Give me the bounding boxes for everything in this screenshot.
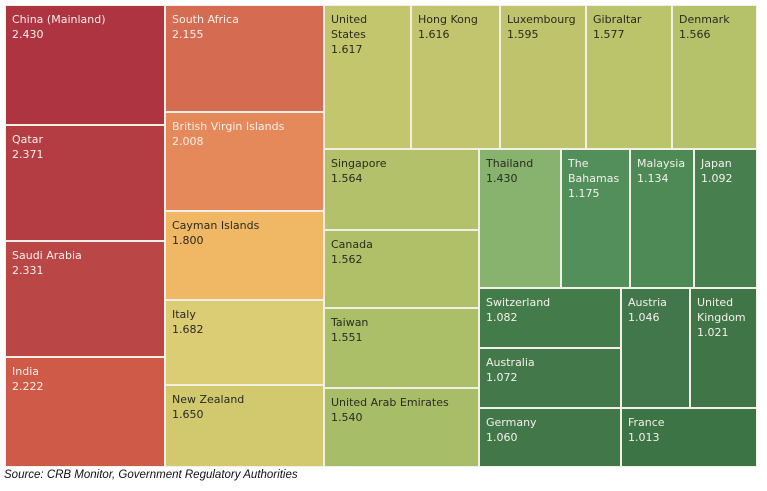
- cell-label: Australia: [486, 356, 535, 369]
- cell-value: 1.046: [628, 311, 660, 324]
- cell-value: 1.650: [172, 408, 204, 421]
- treemap-cell: Japan 1.092: [694, 149, 757, 288]
- cell-label: Canada: [331, 238, 373, 251]
- treemap-cell: Gibraltar 1.577: [586, 5, 672, 149]
- cell-label: Denmark: [679, 13, 730, 26]
- cell-label: Cayman Islands: [172, 219, 260, 232]
- cell-value: 2.371: [12, 148, 44, 161]
- cell-value: 1.134: [637, 172, 669, 185]
- cell-value: 1.430: [486, 172, 518, 185]
- cell-value: 1.540: [331, 411, 363, 424]
- treemap-cell: Thailand 1.430: [479, 149, 561, 288]
- cell-value: 1.013: [628, 431, 660, 444]
- cell-label: Gibraltar: [593, 13, 642, 26]
- cell-label: Thailand: [486, 157, 534, 170]
- cell-value: 2.008: [172, 135, 204, 148]
- source-note: Source: CRB Monitor, Government Regulato…: [4, 469, 298, 481]
- cell-label: Italy: [172, 308, 196, 321]
- cell-value: 1.577: [593, 28, 625, 41]
- treemap-cell: India 2.222: [5, 357, 165, 467]
- cell-label: United States: [331, 13, 368, 41]
- treemap-cell: Canada 1.562: [324, 230, 479, 308]
- cell-value: 1.564: [331, 172, 363, 185]
- cell-value: 1.072: [486, 371, 518, 384]
- treemap-cell: South Africa 2.155: [165, 5, 324, 112]
- cell-value: 2.331: [12, 264, 44, 277]
- cell-label: New Zealand: [172, 393, 245, 406]
- treemap-cell: Luxembourg 1.595: [500, 5, 586, 149]
- treemap-cell: Australia 1.072: [479, 348, 621, 408]
- treemap-cell: Germany 1.060: [479, 408, 621, 467]
- cell-label: Switzerland: [486, 296, 551, 309]
- treemap-cell: Cayman Islands 1.800: [165, 211, 324, 300]
- cell-value: 1.566: [679, 28, 711, 41]
- cell-value: 1.617: [331, 43, 363, 56]
- treemap-cell: United States 1.617: [324, 5, 411, 149]
- treemap-cell: United Arab Emirates 1.540: [324, 388, 479, 467]
- cell-label: India: [12, 365, 39, 378]
- cell-label: Qatar: [12, 133, 43, 146]
- treemap-cell: Singapore 1.564: [324, 149, 479, 230]
- cell-label: China (Mainland): [12, 13, 106, 26]
- cell-value: 2.155: [172, 28, 204, 41]
- cell-label: Malaysia: [637, 157, 686, 170]
- cell-label: The Bahamas: [568, 157, 620, 185]
- cell-value: 1.551: [331, 331, 363, 344]
- treemap-cell: British Virgin Islands 2.008: [165, 112, 324, 211]
- treemap-cell: Malaysia 1.134: [630, 149, 694, 288]
- cell-label: Singapore: [331, 157, 387, 170]
- treemap-cell: Switzerland 1.082: [479, 288, 621, 348]
- cell-label: Luxembourg: [507, 13, 576, 26]
- treemap-cell: Italy 1.682: [165, 300, 324, 385]
- cell-label: Taiwan: [331, 316, 369, 329]
- cell-label: Saudi Arabia: [12, 249, 82, 262]
- treemap-cell: United Kingdom 1.021: [690, 288, 757, 408]
- treemap-cell: France 1.013: [621, 408, 757, 467]
- cell-value: 2.430: [12, 28, 44, 41]
- treemap-cell: Qatar 2.371: [5, 125, 165, 241]
- cell-value: 1.021: [697, 326, 729, 339]
- cell-value: 1.800: [172, 234, 204, 247]
- cell-value: 2.222: [12, 380, 44, 393]
- cell-value: 1.060: [486, 431, 518, 444]
- cell-value: 1.082: [486, 311, 518, 324]
- cell-value: 1.682: [172, 323, 204, 336]
- cell-label: British Virgin Islands: [172, 120, 285, 133]
- cell-label: United Arab Emirates: [331, 396, 449, 409]
- cell-label: Japan: [701, 157, 732, 170]
- cell-value: 1.595: [507, 28, 539, 41]
- cell-label: United Kingdom: [697, 296, 746, 324]
- cell-label: Austria: [628, 296, 667, 309]
- cell-value: 1.092: [701, 172, 733, 185]
- treemap-cell: China (Mainland) 2.430: [5, 5, 165, 125]
- treemap-cell: Denmark 1.566: [672, 5, 757, 149]
- treemap-cell: New Zealand 1.650: [165, 385, 324, 467]
- cell-label: Hong Kong: [418, 13, 478, 26]
- cell-value: 1.175: [568, 187, 600, 200]
- cell-value: 1.616: [418, 28, 450, 41]
- cell-label: France: [628, 416, 665, 429]
- treemap-cell: Taiwan 1.551: [324, 308, 479, 388]
- treemap-cell: Saudi Arabia 2.331: [5, 241, 165, 357]
- cell-label: South Africa: [172, 13, 239, 26]
- treemap-cell: The Bahamas 1.175: [561, 149, 630, 288]
- cell-value: 1.562: [331, 253, 363, 266]
- treemap-cell: Austria 1.046: [621, 288, 690, 408]
- cell-label: Germany: [486, 416, 537, 429]
- treemap-cell: Hong Kong 1.616: [411, 5, 500, 149]
